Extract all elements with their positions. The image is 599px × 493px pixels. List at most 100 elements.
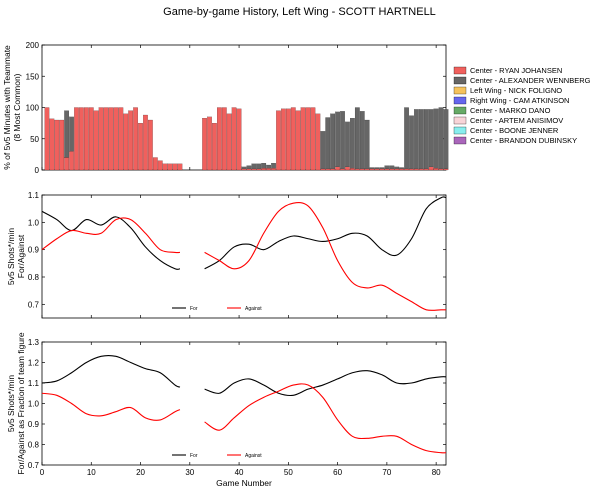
bar-segment — [354, 107, 360, 169]
bar-segment — [320, 168, 326, 171]
bar-segment — [345, 121, 350, 167]
teammate-stacked-bar-chart: 0 50 100 150 200 % of 5v5 Minutes with Teamma… — [2, 41, 591, 175]
bar-segment — [404, 107, 409, 169]
x-tick-label: 70 — [382, 468, 391, 477]
legend-swatch — [453, 86, 467, 95]
bar-segment — [369, 167, 375, 169]
bar-segment — [236, 108, 242, 171]
bar-segment — [330, 168, 336, 171]
legend-label: Against — [245, 306, 262, 312]
bar-segment — [433, 168, 439, 171]
bar-segment — [359, 168, 365, 171]
bar-segment — [123, 113, 129, 171]
series-line — [204, 370, 447, 397]
bar-segment — [281, 108, 286, 171]
x-tick-label: 30 — [185, 468, 194, 477]
bar-segment — [246, 168, 252, 171]
bar-segment — [241, 166, 247, 169]
bar-segment — [172, 163, 178, 171]
bar-segment — [389, 165, 395, 169]
bar-segment — [404, 168, 409, 171]
legend-label: Center - MARKO DANO — [470, 106, 551, 115]
y-axis-label: For/Against as Fraction of team figure — [16, 332, 26, 474]
y-tick-label: 100 — [26, 104, 40, 113]
y-tick-label: 1.3 — [28, 338, 40, 347]
bar-segment — [414, 168, 419, 171]
bar-segment — [133, 107, 138, 171]
bar-segment — [261, 163, 267, 169]
bar-segment — [345, 166, 350, 171]
bar-segment — [399, 167, 404, 169]
bar-segment — [374, 168, 380, 171]
bar-segment — [93, 110, 99, 171]
bar-segment — [399, 168, 404, 171]
bar-segment — [246, 165, 252, 169]
bar-segment — [325, 117, 331, 169]
y-axis-label: 5v5 Shots*/min — [6, 228, 16, 285]
bar-segment — [394, 168, 400, 171]
bar-segment — [305, 107, 311, 171]
bar-segment — [256, 163, 262, 169]
bar-segment — [69, 116, 74, 152]
bar-segment — [207, 116, 212, 171]
bar-segment — [315, 113, 321, 171]
bar-segment — [443, 109, 449, 169]
bar-segment — [340, 111, 345, 169]
y-tick-label: 0.9 — [28, 420, 40, 429]
bar-segment — [226, 113, 232, 171]
bar-segment — [320, 131, 326, 169]
y-tick-label: 1.0 — [28, 400, 40, 409]
bar-segment — [69, 151, 74, 171]
bar-segment — [438, 168, 444, 171]
bar-segment — [423, 109, 429, 169]
bar-segment — [276, 110, 281, 171]
bar-segment — [389, 168, 395, 171]
bar-segment — [409, 115, 414, 169]
bar-segment — [359, 111, 365, 169]
y-tick-label: 150 — [26, 72, 40, 81]
y-tick-label: 50 — [30, 135, 39, 144]
bar-segment — [414, 109, 419, 169]
bar-segment — [271, 168, 276, 171]
bar-segment — [290, 107, 296, 171]
bar-segment — [212, 123, 217, 171]
page-title: Game-by-game History, Left Wing - SCOTT … — [163, 6, 436, 18]
bar-segment — [364, 119, 370, 169]
legend-label: Against — [245, 453, 262, 459]
bar-segment — [419, 109, 424, 169]
bar-segment — [143, 114, 148, 171]
bar-segment — [64, 157, 69, 171]
legend-swatch — [453, 126, 467, 135]
bar-segment — [379, 167, 385, 169]
x-tick-label: 40 — [235, 468, 244, 477]
bar-segment — [369, 168, 375, 171]
bar-segment — [295, 110, 301, 171]
legend-label: Center - ALEXANDER WENNBERG — [470, 76, 591, 85]
bar-segment — [340, 168, 345, 171]
legend-swatch — [453, 96, 467, 105]
series-line — [41, 355, 181, 388]
x-tick-label: 20 — [136, 468, 145, 477]
bar-segment — [428, 109, 434, 167]
shots-fraction-line-chart: 0.7 0.8 0.9 1.0 1.1 1.2 1.3 0 10 20 30 40 50 60 70 80 5v… — [6, 332, 447, 488]
bar-segment — [138, 123, 143, 171]
y-axis-label: 5v5 Shots*/min — [6, 375, 16, 432]
legend-swatch — [453, 76, 467, 85]
series-line — [41, 210, 181, 270]
y-tick-label: 0.9 — [28, 246, 40, 255]
series-line — [204, 202, 446, 311]
bar-segment — [384, 165, 390, 169]
legend-swatch — [453, 106, 467, 115]
bar-segment — [148, 119, 153, 171]
bar-segment — [162, 163, 168, 171]
y-axis-label: (8 Most Common) — [12, 73, 22, 141]
plot-frame — [41, 341, 447, 466]
series-line — [41, 217, 180, 254]
bar-segment — [241, 168, 247, 171]
bar-segment — [113, 107, 119, 171]
series-line — [204, 196, 447, 270]
y-tick-label: 0.7 — [28, 461, 40, 470]
series-line — [204, 383, 447, 454]
x-tick-label: 10 — [87, 468, 96, 477]
bar-segment — [79, 107, 84, 171]
